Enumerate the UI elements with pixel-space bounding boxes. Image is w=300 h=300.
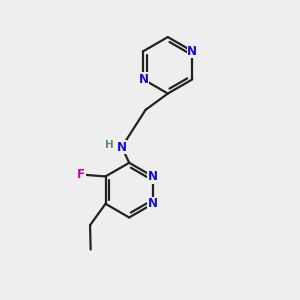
Text: N: N [187,45,197,58]
Text: N: N [148,197,158,210]
Text: N: N [148,170,158,183]
Text: H: H [105,140,114,150]
Text: F: F [77,169,85,182]
Text: N: N [138,73,148,86]
Text: N: N [117,140,127,154]
